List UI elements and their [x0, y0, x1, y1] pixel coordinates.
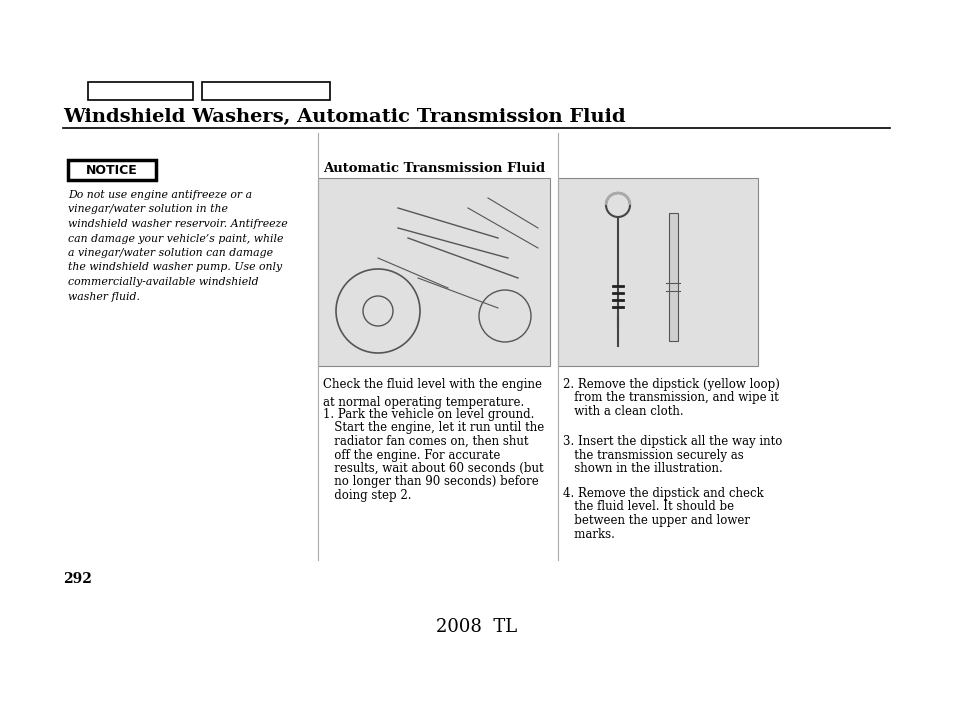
Text: from the transmission, and wipe it: from the transmission, and wipe it [562, 391, 778, 405]
Text: 1. Park the vehicle on level ground.: 1. Park the vehicle on level ground. [323, 408, 534, 421]
Text: can damage your vehicle’s paint, while: can damage your vehicle’s paint, while [68, 234, 283, 244]
Text: a vinegar/water solution can damage: a vinegar/water solution can damage [68, 248, 273, 258]
Bar [668, 213, 678, 341]
Text: results, wait about 60 seconds (but: results, wait about 60 seconds (but [323, 462, 543, 475]
Text: vinegar/water solution in the: vinegar/water solution in the [68, 204, 228, 214]
Text: Windshield Washers, Automatic Transmission Fluid: Windshield Washers, Automatic Transmissi… [63, 108, 625, 126]
Text: between the upper and lower: between the upper and lower [562, 514, 749, 527]
Text: 2. Remove the dipstick (yellow loop): 2. Remove the dipstick (yellow loop) [562, 378, 779, 391]
Text: NOTICE: NOTICE [86, 163, 138, 177]
Text: marks.: marks. [562, 528, 615, 540]
Text: Automatic Transmission Fluid: Automatic Transmission Fluid [323, 162, 544, 175]
Text: the transmission securely as: the transmission securely as [562, 449, 743, 462]
Text: Start the engine, let it run until the: Start the engine, let it run until the [323, 422, 543, 435]
Text: shown in the illustration.: shown in the illustration. [562, 462, 722, 475]
Text: 3. Insert the dipstick all the way into: 3. Insert the dipstick all the way into [562, 435, 781, 448]
Text: windshield washer reservoir. Antifreeze: windshield washer reservoir. Antifreeze [68, 219, 287, 229]
Text: no longer than 90 seconds) before: no longer than 90 seconds) before [323, 476, 538, 488]
Bar [558, 178, 758, 366]
Text: 292: 292 [63, 572, 91, 586]
Text: the windshield washer pump. Use only: the windshield washer pump. Use only [68, 263, 282, 273]
Text: off the engine. For accurate: off the engine. For accurate [323, 449, 500, 462]
Bar [88, 82, 193, 100]
Text: commercially-available windshield: commercially-available windshield [68, 277, 258, 287]
Text: Do not use engine antifreeze or a: Do not use engine antifreeze or a [68, 190, 252, 200]
Text: 2008  TL: 2008 TL [436, 618, 517, 636]
Text: washer fluid.: washer fluid. [68, 292, 140, 302]
Text: radiator fan comes on, then shut: radiator fan comes on, then shut [323, 435, 528, 448]
Bar [68, 160, 156, 180]
Text: doing step 2.: doing step 2. [323, 489, 411, 502]
Text: Check the fluid level with the engine
at normal operating temperature.: Check the fluid level with the engine at… [323, 378, 541, 409]
Text: with a clean cloth.: with a clean cloth. [562, 405, 683, 418]
Bar [202, 82, 330, 100]
Text: the fluid level. It should be: the fluid level. It should be [562, 501, 734, 513]
Bar [317, 178, 550, 366]
Text: 4. Remove the dipstick and check: 4. Remove the dipstick and check [562, 487, 763, 500]
